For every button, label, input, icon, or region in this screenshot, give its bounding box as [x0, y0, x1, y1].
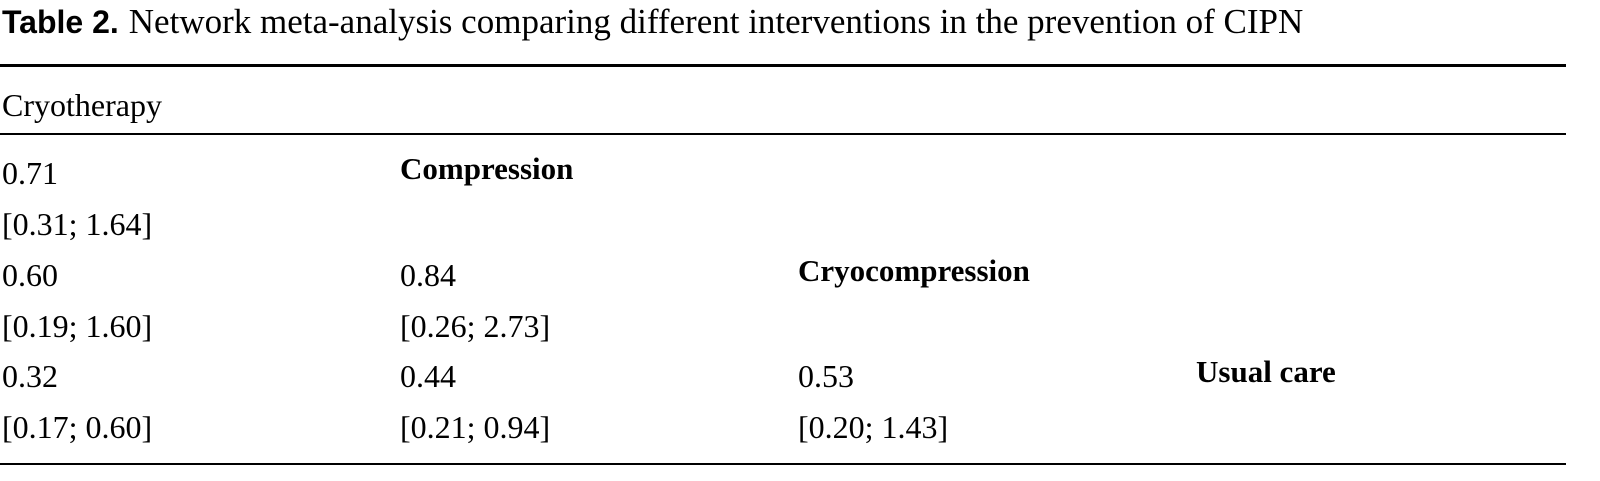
header-rule: [0, 133, 1566, 135]
cell-usual-care-vs-compression-ci: [0.21; 0.94]: [400, 409, 551, 445]
cell-cryocompression-vs-cryotherapy-ci: [0.19; 1.60]: [2, 308, 153, 344]
cell-cryocompression-vs-cryotherapy-estimate: 0.60: [2, 257, 58, 293]
cell-usual-care-vs-compression-estimate: 0.44: [400, 358, 456, 394]
cell-compression-vs-cryotherapy-ci: [0.31; 1.64]: [2, 206, 153, 242]
cell-compression-vs-cryotherapy-estimate: 0.71: [2, 155, 58, 191]
cell-usual-care-vs-cryotherapy-estimate: 0.32: [2, 358, 58, 394]
cell-usual-care-vs-cryotherapy-ci: [0.17; 0.60]: [2, 409, 153, 445]
label-usual-care: Usual care: [1196, 354, 1336, 389]
label-compression: Compression: [400, 151, 574, 186]
table-caption: Table 2. Network meta-analysis comparing …: [2, 2, 1303, 42]
bottom-rule: [0, 463, 1566, 465]
header-cryotherapy: Cryotherapy: [2, 87, 162, 123]
label-cryocompression: Cryocompression: [798, 253, 1030, 288]
cell-cryocompression-vs-compression-estimate: 0.84: [400, 257, 456, 293]
cell-usual-care-vs-cryocompression-estimate: 0.53: [798, 358, 854, 394]
caption-label: Table 2.: [2, 4, 119, 40]
cell-cryocompression-vs-compression-ci: [0.26; 2.73]: [400, 308, 551, 344]
top-rule: [0, 64, 1566, 67]
caption-text: Network meta-analysis comparing differen…: [128, 2, 1304, 41]
cell-usual-care-vs-cryocompression-ci: [0.20; 1.43]: [798, 409, 949, 445]
